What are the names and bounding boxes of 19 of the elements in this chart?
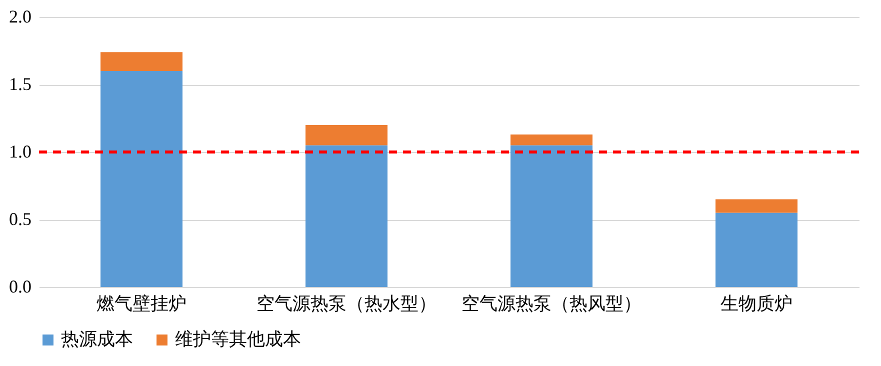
bar <box>510 134 592 146</box>
bar <box>306 125 388 146</box>
x-tick-label: 生物质炉 <box>720 294 792 314</box>
x-tick-label: 燃气壁挂炉 <box>96 294 186 314</box>
legend-label: 热源成本 <box>61 329 133 349</box>
x-tick-label: 空气源热泵（热水型） <box>256 294 436 314</box>
x-tick-label: 空气源热泵（热风型） <box>462 294 642 314</box>
bar <box>306 145 388 287</box>
y-tick-label: 1.5 <box>9 74 32 94</box>
bar <box>100 52 182 71</box>
bar <box>716 212 798 287</box>
bar <box>100 71 182 287</box>
y-tick-label: 0.0 <box>9 276 32 296</box>
bar <box>716 199 798 213</box>
y-tick-label: 0.5 <box>9 209 32 229</box>
legend-label: 维护等其他成本 <box>175 329 301 349</box>
bar <box>510 145 592 287</box>
y-tick-label: 2.0 <box>9 6 32 26</box>
y-tick-label: 1.0 <box>9 142 32 162</box>
